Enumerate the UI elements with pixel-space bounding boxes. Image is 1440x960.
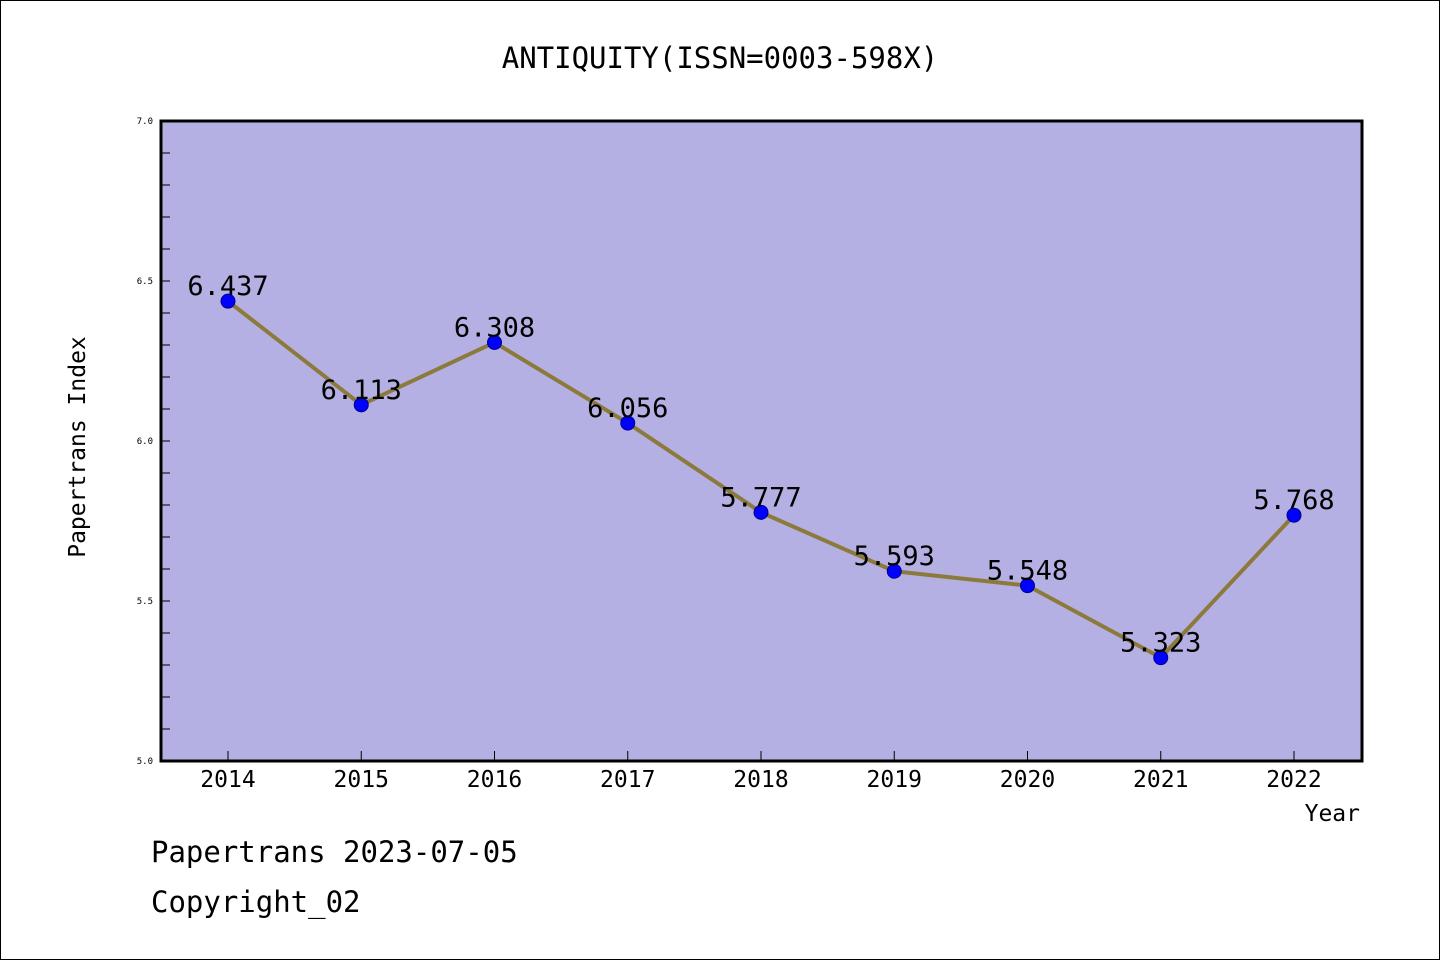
data-label: 5.593 bbox=[854, 541, 935, 572]
data-label: 5.323 bbox=[1120, 628, 1201, 659]
footer-date-text: Papertrans 2023-07-05 bbox=[151, 835, 518, 869]
data-point bbox=[220, 293, 236, 309]
y-axis-label: Papertrans Index bbox=[65, 336, 91, 558]
series-layer: 6.437 6.113 6.308 6.056 5.777 5.593 5.548 5.323… bbox=[187, 271, 1335, 666]
data-point bbox=[620, 415, 636, 431]
data-label: 6.437 bbox=[187, 271, 268, 302]
x-tick-label: 2020 bbox=[1000, 767, 1055, 793]
x-tick-label: 2017 bbox=[600, 767, 655, 793]
x-tick-label: 2019 bbox=[867, 767, 922, 793]
data-point bbox=[886, 563, 902, 579]
y-tick-label: 6.0 bbox=[137, 437, 153, 447]
data-point bbox=[1020, 578, 1035, 594]
data-label: 6.113 bbox=[321, 375, 402, 406]
chart-title: ANTIQUITY(ISSN=0003-598X) bbox=[502, 41, 939, 75]
x-tick-label: 2021 bbox=[1133, 767, 1188, 793]
data-label: 6.056 bbox=[587, 393, 668, 424]
x-axis-label: Year bbox=[1305, 801, 1360, 827]
data-point bbox=[1153, 650, 1169, 666]
x-tick-label: 2014 bbox=[200, 767, 255, 793]
x-tick-label: 2015 bbox=[334, 767, 389, 793]
data-label: 5.768 bbox=[1253, 485, 1334, 516]
data-label: 5.777 bbox=[720, 482, 801, 513]
x-axis-ticks: 2014 2015 2016 2017 2018 2019 2020 2021 2022 bbox=[200, 751, 1322, 793]
data-point bbox=[353, 397, 369, 413]
y-tick-label: 5.5 bbox=[137, 597, 153, 607]
y-tick-label: 7.0 bbox=[137, 117, 153, 127]
x-tick-label: 2016 bbox=[467, 767, 522, 793]
x-tick-label: 2022 bbox=[1266, 767, 1321, 793]
data-point bbox=[753, 504, 769, 520]
data-label: 6.308 bbox=[454, 312, 535, 343]
x-tick-label: 2018 bbox=[733, 767, 788, 793]
y-tick-label: 5.0 bbox=[137, 757, 153, 767]
plot-area bbox=[161, 121, 1362, 761]
footer-copyright-text: Copyright_02 bbox=[151, 885, 361, 919]
plot-frame bbox=[159, 119, 1364, 763]
y-tick-label: 6.5 bbox=[137, 277, 153, 287]
data-point bbox=[1286, 507, 1302, 523]
data-label: 5.548 bbox=[987, 556, 1068, 587]
data-point bbox=[487, 334, 502, 350]
